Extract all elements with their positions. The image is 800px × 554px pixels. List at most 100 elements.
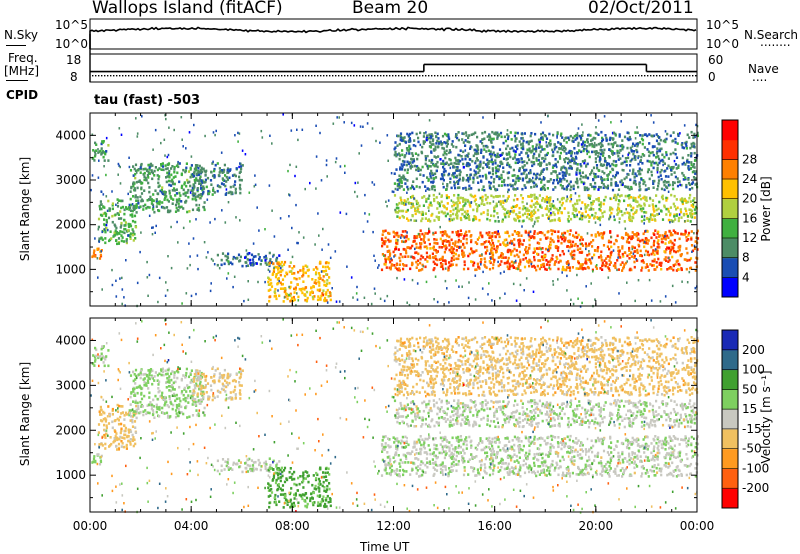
power-cell — [132, 195, 135, 198]
power-cell — [635, 232, 639, 235]
power-cell — [678, 246, 682, 249]
power-cell — [541, 148, 544, 151]
power-cell — [264, 259, 267, 262]
power-cell — [402, 267, 405, 271]
power-cell — [555, 255, 558, 259]
power-cell — [476, 205, 479, 208]
power-cell — [267, 280, 270, 284]
power-cell — [518, 140, 521, 143]
power-cell — [475, 152, 478, 156]
power-cell — [469, 173, 472, 177]
power-cell — [289, 292, 292, 296]
power-cell — [681, 142, 684, 145]
power-cell — [515, 158, 518, 161]
power-cell — [651, 251, 654, 255]
power-cell — [182, 188, 185, 192]
power-cell — [532, 156, 535, 160]
power-cell — [190, 164, 193, 167]
power-cell — [433, 155, 436, 158]
power-cell — [457, 234, 460, 238]
power-cell — [430, 172, 433, 175]
power-cell — [212, 160, 214, 163]
power-cell — [478, 169, 481, 172]
power-cell — [374, 292, 376, 295]
power-cell — [480, 243, 483, 246]
power-cell — [435, 215, 438, 219]
power-cell — [569, 160, 572, 164]
power-cell — [118, 127, 121, 130]
power-cell — [325, 282, 329, 285]
power-cell — [672, 246, 675, 250]
power-cell — [400, 198, 403, 202]
power-cell — [619, 148, 622, 152]
power-cell — [143, 178, 146, 182]
power-cell — [506, 241, 509, 245]
power-cell — [513, 243, 516, 247]
power-cell — [160, 188, 163, 192]
power-cell — [672, 219, 675, 223]
power-cell — [628, 211, 631, 215]
power-cell — [655, 194, 658, 197]
power-cell — [463, 234, 466, 238]
power-cell — [609, 214, 612, 217]
power-cell — [325, 159, 328, 162]
power-cell — [527, 232, 530, 235]
power-cell — [565, 141, 568, 144]
power-cell — [411, 194, 415, 198]
power-cell — [651, 199, 655, 202]
power-cell — [405, 264, 408, 267]
power-cell — [481, 287, 484, 290]
power-cell — [277, 271, 280, 274]
power-cell — [469, 205, 472, 208]
power-cell — [523, 164, 526, 167]
power-cell — [413, 235, 416, 238]
power-cell — [161, 206, 165, 209]
power-cell — [443, 132, 447, 136]
power-cell — [618, 249, 621, 253]
power-cell — [427, 164, 431, 168]
power-cell — [232, 185, 235, 188]
power-cell — [452, 166, 455, 169]
power-cell — [528, 213, 531, 216]
power-cell — [432, 163, 435, 167]
velocity-cell — [120, 427, 123, 431]
power-cell — [211, 193, 214, 196]
power-cell — [680, 267, 683, 270]
power-cell — [626, 260, 628, 263]
power-cell — [634, 200, 637, 203]
power-cell — [638, 185, 641, 188]
power-cell — [491, 130, 494, 134]
power-cell — [507, 136, 509, 139]
power-cell — [524, 206, 527, 210]
power-cell — [105, 195, 108, 198]
power-cell — [428, 227, 430, 231]
power-cell — [407, 237, 410, 241]
power-cell — [424, 258, 427, 261]
power-cell — [465, 241, 468, 245]
power-cell — [526, 209, 529, 212]
power-cell — [490, 176, 493, 179]
power-cell — [629, 196, 632, 199]
power-cell — [419, 173, 422, 176]
power-cell — [522, 253, 525, 257]
power-cell — [655, 152, 659, 155]
power-cell — [515, 231, 518, 235]
velocity-cell — [104, 447, 107, 450]
power-cell — [177, 165, 180, 169]
power-cell — [470, 247, 473, 251]
power-cell — [458, 178, 461, 182]
power-cell — [469, 168, 472, 171]
power-cell — [629, 178, 632, 182]
power-cell — [389, 260, 392, 264]
power-cell — [687, 154, 690, 157]
power-cell — [571, 150, 574, 154]
power-cell — [549, 204, 552, 207]
power-cell — [495, 204, 498, 208]
power-cell — [685, 267, 688, 271]
power-cell — [152, 199, 155, 203]
power-cell — [399, 138, 402, 142]
power-cell — [617, 158, 620, 161]
power-cell — [685, 183, 688, 187]
power-cell — [175, 164, 179, 168]
power-cell — [189, 255, 191, 258]
